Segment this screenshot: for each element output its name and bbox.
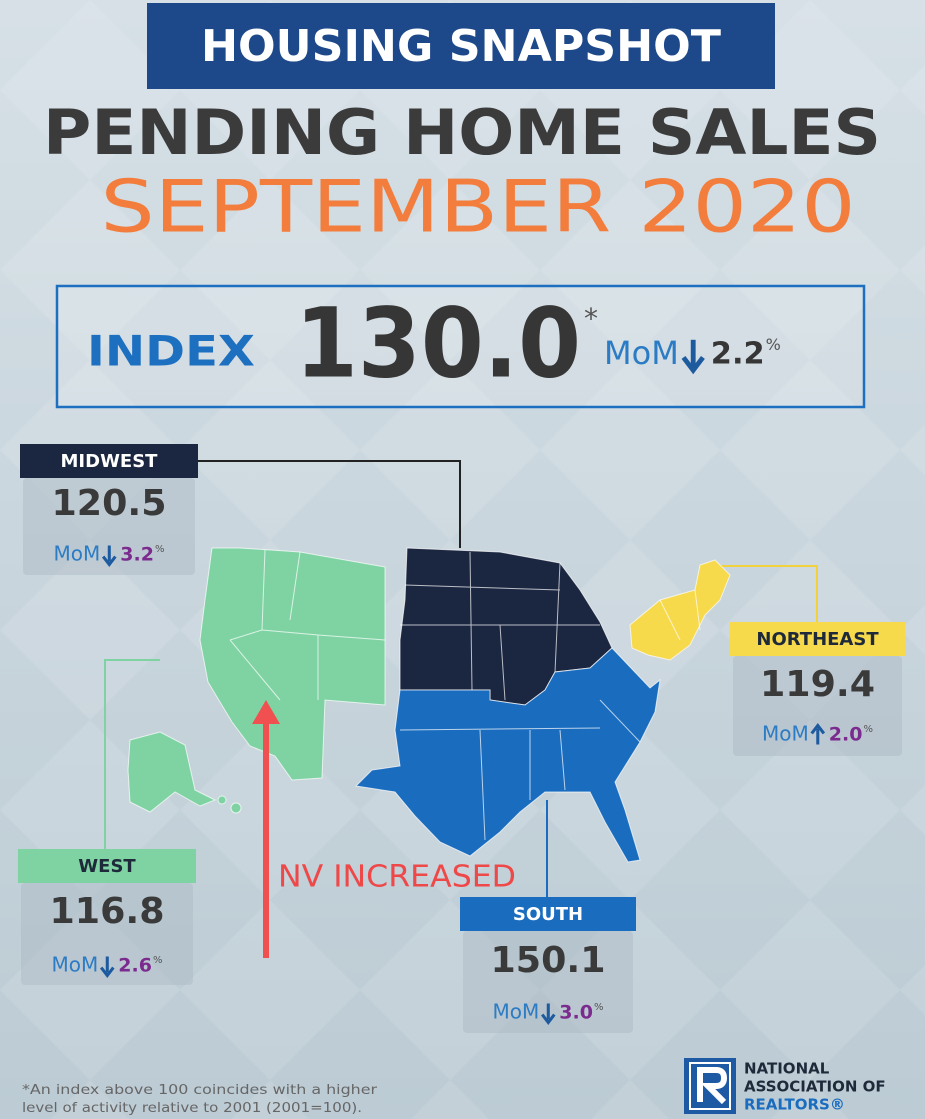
footnote: level of activity relative to 2001 (2001… bbox=[22, 1100, 362, 1116]
mom-change: 2.0 bbox=[829, 724, 863, 746]
mom-label: MoM bbox=[604, 334, 679, 372]
region-value: 119.4 bbox=[760, 664, 875, 705]
northeast-connector bbox=[705, 565, 818, 622]
logo-frame bbox=[689, 1062, 731, 1110]
arrow-head bbox=[540, 1013, 556, 1026]
logo: NATIONAL ASSOCIATION OF REALTORS® bbox=[684, 1058, 886, 1114]
annotation-text: NV INCREASED bbox=[278, 860, 516, 895]
annotation-arrowhead bbox=[252, 700, 280, 724]
index-value: 130.0 bbox=[295, 287, 581, 399]
mom-label: MoM bbox=[493, 1000, 540, 1024]
region-name: MIDWEST bbox=[61, 451, 159, 472]
mom-change: 2.6 bbox=[118, 955, 152, 977]
mom-label: MoM bbox=[52, 953, 99, 977]
region-name: NORTHEAST bbox=[756, 629, 879, 650]
region-name: WEST bbox=[78, 856, 136, 877]
logo-line: ASSOCIATION OF bbox=[744, 1078, 886, 1096]
direction-arrow bbox=[101, 545, 117, 568]
region-mom: MoM 3.0% bbox=[493, 1000, 604, 1026]
region-mom: MoM 2.6% bbox=[52, 953, 163, 979]
hawaii bbox=[217, 795, 227, 805]
west-connector bbox=[104, 659, 160, 849]
logo-line: NATIONAL bbox=[744, 1060, 830, 1078]
title: PENDING HOME SALES bbox=[43, 96, 881, 169]
direction-arrow bbox=[99, 956, 115, 979]
midwest-connector bbox=[198, 460, 461, 548]
badge-text: HOUSING SNAPSHOT bbox=[201, 21, 721, 72]
region-cards: MIDWEST 120.5 MoM 3.2 % NORTHEAST 119.4 MoM 2.0%… bbox=[18, 444, 905, 1033]
region-card: WEST 116.8 MoM 2.6% bbox=[18, 849, 196, 985]
state-lines bbox=[229, 549, 701, 841]
direction-arrow bbox=[540, 1003, 556, 1026]
card-body bbox=[21, 883, 193, 985]
us-map bbox=[127, 547, 731, 863]
region-mom: MoM 3.2% bbox=[54, 542, 165, 568]
mom-unit: % bbox=[766, 335, 781, 354]
index-asterisk: * bbox=[584, 302, 598, 335]
card-header bbox=[730, 622, 905, 656]
arrow-head bbox=[101, 555, 117, 568]
card-body bbox=[23, 478, 195, 575]
region-card: NORTHEAST 119.4 MoM 2.0% bbox=[730, 622, 905, 756]
mom-unit: % bbox=[153, 955, 163, 966]
region-value: 150.1 bbox=[491, 940, 606, 981]
direction-arrow bbox=[681, 339, 705, 375]
card-body bbox=[463, 931, 633, 1033]
footnote: *An index above 100 coincides with a hig… bbox=[22, 1082, 378, 1098]
index-box bbox=[55, 284, 866, 409]
south-region bbox=[354, 647, 661, 863]
card-header bbox=[18, 849, 196, 883]
hawaii bbox=[230, 802, 242, 814]
index-label: INDEX bbox=[87, 327, 255, 376]
arrow-head bbox=[810, 722, 826, 735]
badge-box bbox=[147, 3, 775, 89]
mom-change: 3.2 bbox=[120, 544, 154, 566]
period: SEPTEMBER 2020 bbox=[101, 165, 856, 249]
mom-unit: % bbox=[155, 544, 165, 555]
region-value: 116.8 bbox=[50, 891, 165, 932]
mom-change: 3.0 bbox=[559, 1002, 593, 1024]
region-mom: MoM 2.0% bbox=[762, 722, 873, 746]
region-value: 120.5 bbox=[52, 483, 167, 524]
alaska bbox=[127, 731, 217, 813]
mom-change: 2.2 bbox=[711, 337, 765, 372]
direction-arrow bbox=[810, 722, 826, 745]
west-region bbox=[199, 547, 386, 781]
region-name: SOUTH bbox=[513, 904, 583, 925]
card-header bbox=[460, 897, 636, 931]
card-header bbox=[20, 444, 198, 478]
arrow-head bbox=[681, 355, 705, 375]
index-mom: MoM 2.2% bbox=[604, 334, 781, 375]
logo-r bbox=[697, 1067, 728, 1105]
mom-unit: % bbox=[863, 724, 873, 735]
card-body bbox=[733, 656, 902, 756]
mom-unit: % bbox=[594, 1002, 604, 1013]
mom-label: MoM bbox=[762, 722, 809, 746]
mom-label: MoM bbox=[54, 542, 101, 566]
region-card: SOUTH 150.1 MoM 3.0% bbox=[460, 897, 636, 1033]
region-card: MIDWEST 120.5 MoM 3.2% bbox=[20, 444, 198, 575]
arrow-head bbox=[99, 966, 115, 979]
logo-line: REALTORS® bbox=[744, 1096, 845, 1114]
